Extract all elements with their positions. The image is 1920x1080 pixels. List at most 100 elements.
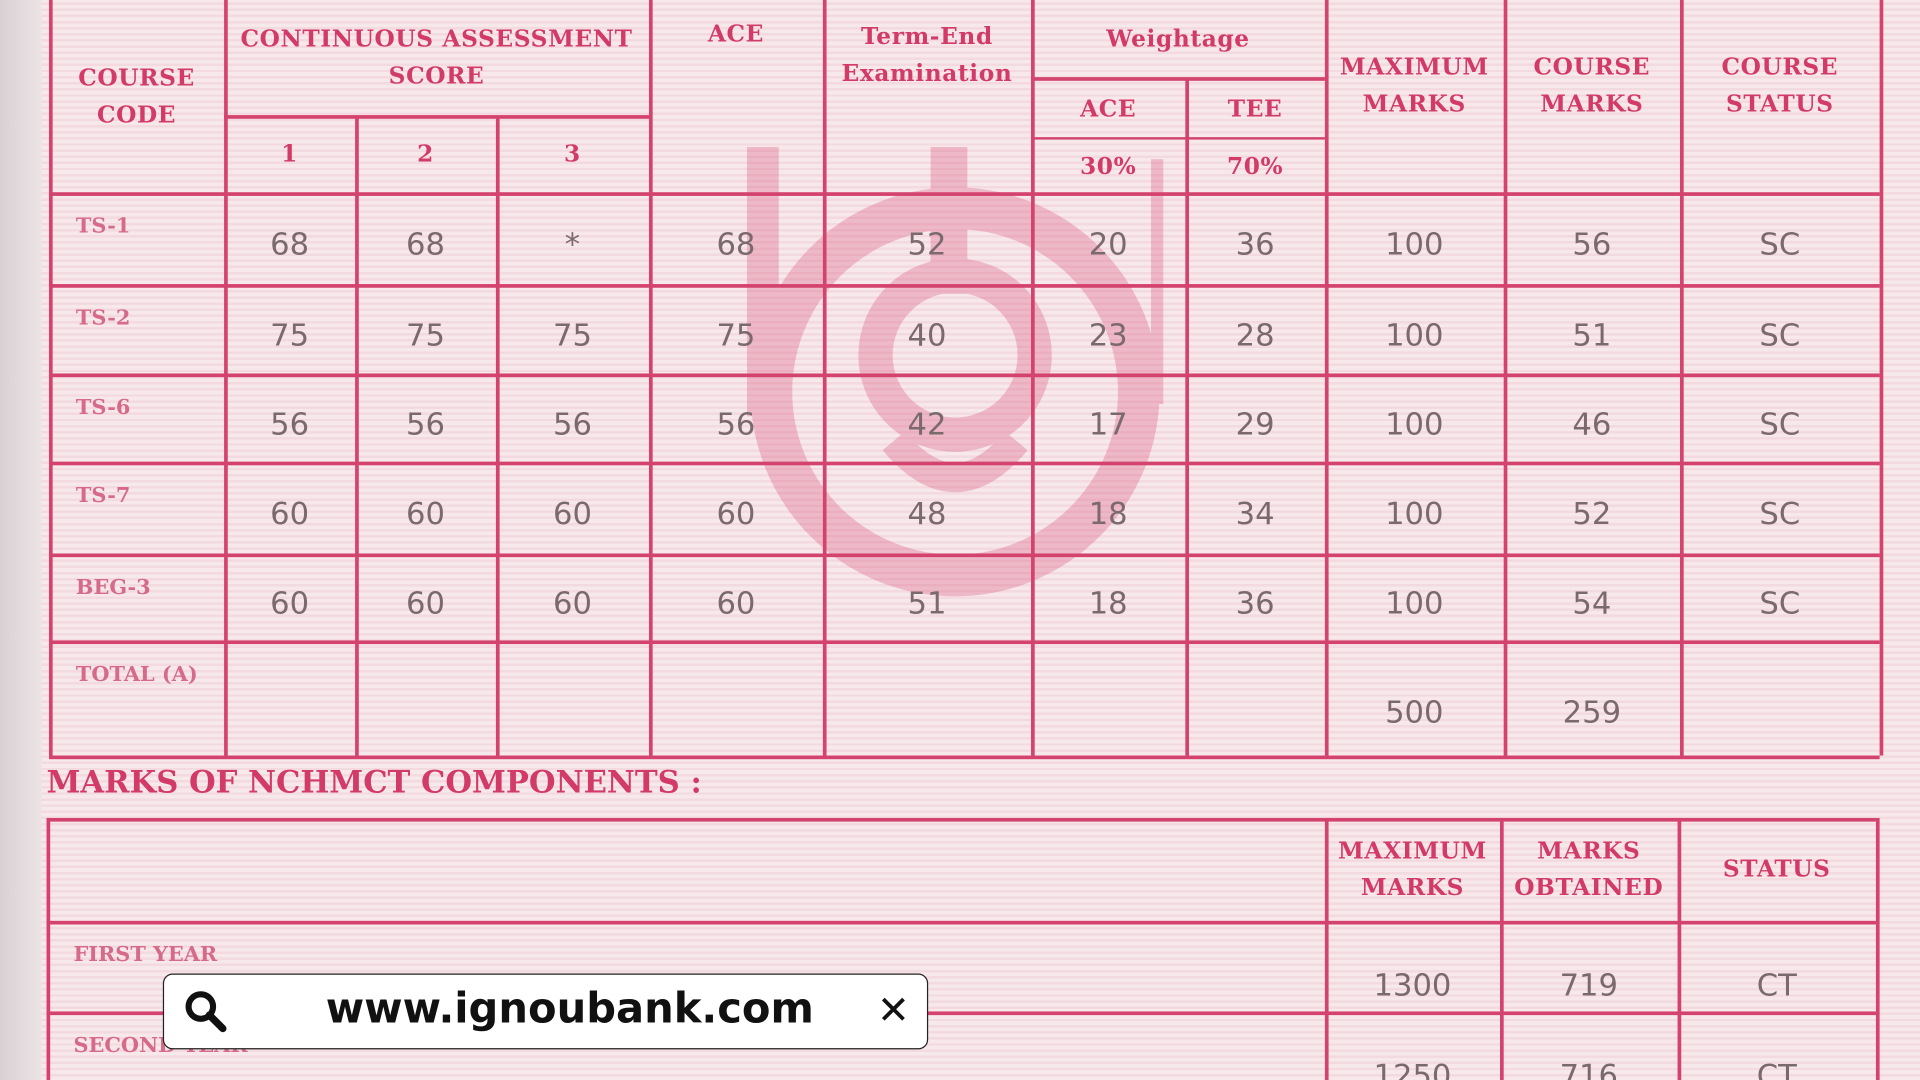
- table-cell: 75: [716, 317, 756, 353]
- table-rule: [48, 284, 1880, 288]
- table-rule: [46, 1011, 1876, 1016]
- nchmct-section-title: MARKS OF NCHMCT COMPONENTS :: [46, 764, 702, 800]
- table-rule: [46, 817, 1876, 822]
- table-cell: 68: [270, 226, 310, 263]
- table-rule: [1500, 817, 1504, 1080]
- table-cell: *: [564, 226, 581, 263]
- header-weightage-tee: TEE: [1227, 94, 1283, 122]
- table-cell: 68: [716, 226, 756, 263]
- table-cell: 42: [907, 405, 947, 442]
- table-cell: 20: [1088, 226, 1128, 263]
- course-code: TS-2: [75, 306, 131, 331]
- nchmct-maximum-marks: 1300: [1373, 966, 1452, 1003]
- table-cell: 75: [270, 317, 310, 353]
- close-icon[interactable]: ✕: [876, 986, 910, 1034]
- table-cell: 100: [1385, 317, 1444, 353]
- header-cas-2: 2: [417, 140, 434, 168]
- header-cas-3: 3: [564, 140, 581, 168]
- search-bar[interactable]: www.ignoubank.com ✕: [162, 973, 929, 1050]
- header-term-end-exam: Term-End Examination: [841, 23, 1013, 87]
- table-cell: 18: [1088, 585, 1128, 621]
- table-cell: 28: [1235, 317, 1275, 353]
- table-cell: 75: [406, 317, 445, 353]
- table-cell: 51: [1572, 317, 1612, 353]
- table-rule: [1031, 77, 1325, 81]
- table-cell: 60: [716, 495, 756, 532]
- table-rule: [1879, 0, 1884, 756]
- search-icon[interactable]: [184, 989, 228, 1033]
- table-cell: 34: [1235, 495, 1275, 532]
- nchmct-status: CT: [1756, 1057, 1797, 1080]
- table-cell: 40: [907, 317, 947, 353]
- table-cell: 68: [406, 226, 445, 263]
- table-cell: 54: [1572, 585, 1612, 621]
- header-course-marks: COURSE MARKS: [1533, 53, 1651, 118]
- table-rule: [1324, 0, 1329, 756]
- header-status: STATUS: [1722, 855, 1831, 883]
- table-cell: 18: [1088, 495, 1128, 532]
- table-cell: 75: [552, 317, 592, 353]
- nchmct-row-label: FIRST YEAR: [73, 942, 218, 968]
- header-maximum-marks: MAXIMUM MARKS: [1339, 53, 1489, 118]
- university-logo-watermark: [746, 146, 1164, 597]
- table-cell: 60: [552, 585, 592, 621]
- table-cell: 60: [716, 585, 756, 621]
- table-rule: [1185, 79, 1189, 756]
- table-cell: 56: [552, 405, 592, 442]
- header-cas-1: 1: [281, 140, 298, 168]
- table-cell: 17: [1088, 405, 1128, 442]
- table-rule: [1503, 0, 1508, 756]
- table-rule: [48, 373, 1880, 378]
- table-cell: 36: [1235, 226, 1275, 263]
- course-code: TS-7: [75, 483, 131, 509]
- table-cell: 52: [1572, 495, 1612, 532]
- header-weightage-ace: ACE: [1080, 94, 1137, 122]
- table-cell: 51: [907, 585, 947, 621]
- search-input[interactable]: www.ignoubank.com: [325, 984, 814, 1034]
- table-cell: 48: [907, 495, 947, 532]
- table-rule: [1324, 817, 1329, 1080]
- table-cell: 46: [1572, 405, 1612, 442]
- total-course-marks: 259: [1562, 693, 1622, 730]
- table-cell: 52: [907, 226, 947, 263]
- header-weightage: Weightage: [1106, 25, 1250, 53]
- table-rule: [495, 116, 500, 756]
- table-cell: SC: [1759, 226, 1801, 263]
- table-cell: 100: [1385, 226, 1444, 263]
- table-cell: 100: [1385, 405, 1444, 442]
- header-course-code: COURSE CODE: [78, 64, 195, 128]
- table-rule: [648, 0, 653, 756]
- nchmct-marks-obtained: 719: [1559, 966, 1619, 1003]
- table-cell: 60: [406, 585, 445, 621]
- table-rule: [1677, 817, 1682, 1080]
- table-rule: [822, 0, 827, 756]
- table-rule: [48, 640, 1880, 645]
- table-cell: 36: [1235, 585, 1275, 621]
- table-rule: [355, 116, 359, 756]
- table-rule: [1031, 0, 1035, 756]
- nchmct-marks-obtained: 716: [1559, 1057, 1619, 1080]
- table-cell: 29: [1235, 405, 1275, 442]
- header-weightage-tee-percent: 70%: [1226, 152, 1284, 180]
- table-cell: 100: [1385, 585, 1444, 621]
- header-continuous-assessment: CONTINUOUS ASSESSMENT SCORE: [240, 25, 633, 90]
- table-cell: 56: [1572, 226, 1612, 263]
- table-cell: 56: [716, 405, 756, 442]
- course-code: BEG-3: [75, 575, 151, 601]
- table-rule: [48, 192, 1880, 196]
- table-cell: 100: [1385, 495, 1444, 532]
- table-cell: SC: [1759, 405, 1801, 442]
- table-rule: [48, 0, 53, 756]
- table-rule: [1031, 137, 1325, 140]
- table-rule: [48, 553, 1880, 558]
- table-rule: [224, 115, 649, 119]
- total-maximum-marks: 500: [1385, 693, 1444, 730]
- table-rule: [1875, 817, 1880, 1080]
- nchmct-maximum-marks: 1250: [1373, 1057, 1452, 1080]
- table-cell: SC: [1759, 317, 1801, 353]
- table-cell: SC: [1759, 495, 1801, 532]
- table-rule: [46, 920, 1876, 925]
- table-cell: 23: [1088, 317, 1128, 353]
- table-rule: [46, 817, 51, 1080]
